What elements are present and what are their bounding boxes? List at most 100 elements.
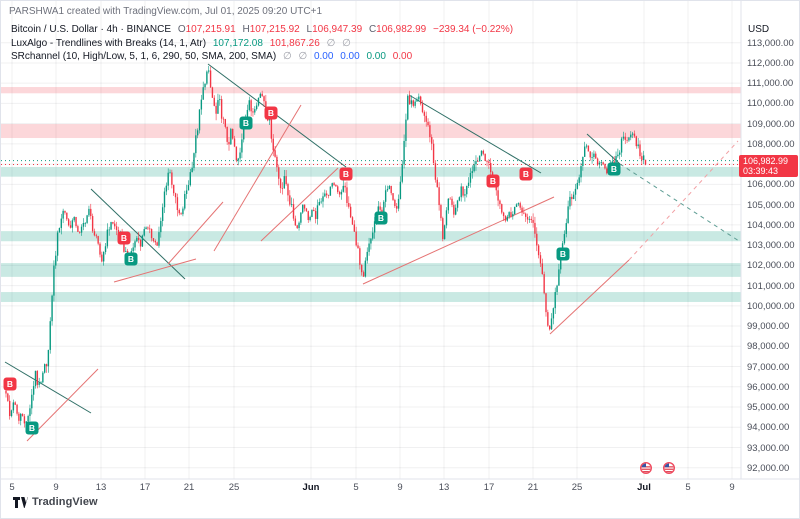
- candle-body: [622, 136, 625, 139]
- flag-stripe: [664, 468, 674, 470]
- price-axis-label: 106,000.00: [747, 179, 795, 191]
- break-marker-label: B: [268, 108, 274, 118]
- candle-body: [53, 265, 55, 296]
- ascending-trendline[interactable]: [549, 259, 630, 335]
- candle-body: [626, 139, 628, 141]
- descending-trendline[interactable]: [586, 133, 621, 165]
- candle-body: [552, 308, 555, 319]
- candle-body: [432, 143, 435, 164]
- candle-body: [617, 154, 619, 157]
- candle-body: [416, 99, 418, 102]
- indicator-name[interactable]: LuxAlgo - Trendlines with Breaks (14, 1,…: [11, 37, 207, 49]
- bearish-break-marker[interactable]: [264, 106, 278, 120]
- empty-set-icon: ∅: [326, 37, 336, 49]
- descending-trendline[interactable]: [4, 361, 92, 414]
- candle-body: [40, 382, 42, 384]
- candle-body: [189, 172, 191, 186]
- candle-body: [637, 144, 639, 147]
- time-axis-label: 17: [139, 482, 151, 493]
- candle-body: [97, 236, 99, 244]
- bullish-break-marker[interactable]: [239, 116, 253, 130]
- bullish-break-marker[interactable]: [124, 252, 138, 266]
- bearish-break-marker[interactable]: [486, 174, 500, 188]
- candle-body: [532, 219, 534, 223]
- empty-set-icon: ∅: [282, 51, 292, 62]
- candle-body: [163, 191, 166, 208]
- bearish-break-marker[interactable]: [117, 231, 131, 245]
- indicator-row-srchannel[interactable]: SRchannel (10, High/Low, 5, 1, 6, 290, 5…: [11, 50, 513, 64]
- price-axis-label: 108,000.00: [747, 138, 795, 150]
- candle-body: [82, 223, 85, 227]
- candle-body: [62, 210, 64, 219]
- support-zone[interactable]: [1, 166, 741, 177]
- symbol-row[interactable]: Bitcoin / U.S. Dollar · 4h · BINANCE O10…: [11, 23, 513, 37]
- candle-body: [171, 172, 173, 185]
- candle-body: [418, 96, 420, 100]
- bearish-break-marker[interactable]: [519, 167, 533, 181]
- candle-body: [337, 186, 339, 192]
- candle-body: [480, 150, 483, 156]
- resistance-zone[interactable]: [1, 124, 741, 139]
- tradingview-logo[interactable]: TradingView: [13, 496, 98, 508]
- bullish-break-marker[interactable]: [556, 247, 570, 261]
- candle-body: [182, 208, 184, 215]
- candle-body: [276, 156, 278, 168]
- candle-body: [95, 235, 98, 237]
- ascending-trendline[interactable]: [213, 104, 302, 252]
- candle-body: [534, 222, 536, 234]
- candle-body: [204, 83, 206, 88]
- indicator-row-luxalgo[interactable]: LuxAlgo - Trendlines with Breaks (14, 1,…: [11, 37, 513, 51]
- candle-body: [243, 127, 245, 140]
- candle-body: [125, 250, 127, 252]
- symbol-title[interactable]: Bitcoin / U.S. Dollar · 4h · BINANCE: [11, 24, 172, 35]
- support-zone[interactable]: [1, 263, 741, 277]
- candle-body: [200, 99, 203, 110]
- ascending-trendline-projection[interactable]: [628, 140, 739, 261]
- flag-canton: [664, 463, 669, 468]
- candle-body: [206, 71, 208, 84]
- candle-body: [504, 216, 507, 221]
- ascending-trendline[interactable]: [113, 258, 197, 283]
- candle-body: [16, 404, 18, 414]
- candle-body: [254, 109, 256, 113]
- candle-body: [372, 232, 374, 239]
- bearish-break-marker[interactable]: [3, 377, 17, 391]
- candle-body: [167, 172, 169, 186]
- price-axis-currency: USD: [748, 24, 770, 35]
- candle-body: [331, 183, 333, 187]
- ascending-trendline[interactable]: [167, 201, 224, 265]
- descending-trendline[interactable]: [90, 188, 186, 280]
- bullish-break-marker[interactable]: [607, 162, 621, 176]
- support-zone[interactable]: [1, 292, 741, 302]
- candle-body: [475, 161, 477, 165]
- candle-body: [287, 184, 289, 196]
- ohlc-close-value: 106,982.99: [376, 24, 427, 35]
- descending-trendline[interactable]: [408, 94, 542, 174]
- flag-stripe: [641, 471, 651, 473]
- candle-body: [329, 186, 332, 196]
- indicator-name[interactable]: SRchannel (10, High/Low, 5, 1, 6, 290, 5…: [11, 51, 277, 62]
- bullish-break-marker[interactable]: [374, 211, 388, 225]
- time-axis-label: 17: [483, 482, 495, 493]
- price-axis-label: 112,000.00: [747, 57, 794, 69]
- bullish-break-marker[interactable]: [25, 421, 39, 435]
- candle-body: [545, 293, 547, 313]
- support-zone[interactable]: [1, 231, 741, 242]
- time-axis-label: 5: [353, 482, 359, 493]
- candle-body: [478, 155, 481, 162]
- candle-body: [390, 185, 392, 194]
- ascending-trendline[interactable]: [26, 368, 99, 442]
- candle-body: [519, 203, 521, 208]
- time-axis-label: 21: [527, 482, 539, 493]
- candle-body: [521, 207, 523, 213]
- srchannel-value: 0.00: [392, 51, 413, 62]
- candle-body: [635, 136, 638, 147]
- ascending-trendline[interactable]: [260, 167, 339, 242]
- candle-body: [438, 187, 440, 206]
- bearish-break-marker[interactable]: [339, 167, 353, 181]
- candle-body: [279, 178, 282, 189]
- candle-body: [587, 145, 590, 152]
- resistance-zone[interactable]: [1, 87, 741, 94]
- candle-body: [633, 133, 636, 137]
